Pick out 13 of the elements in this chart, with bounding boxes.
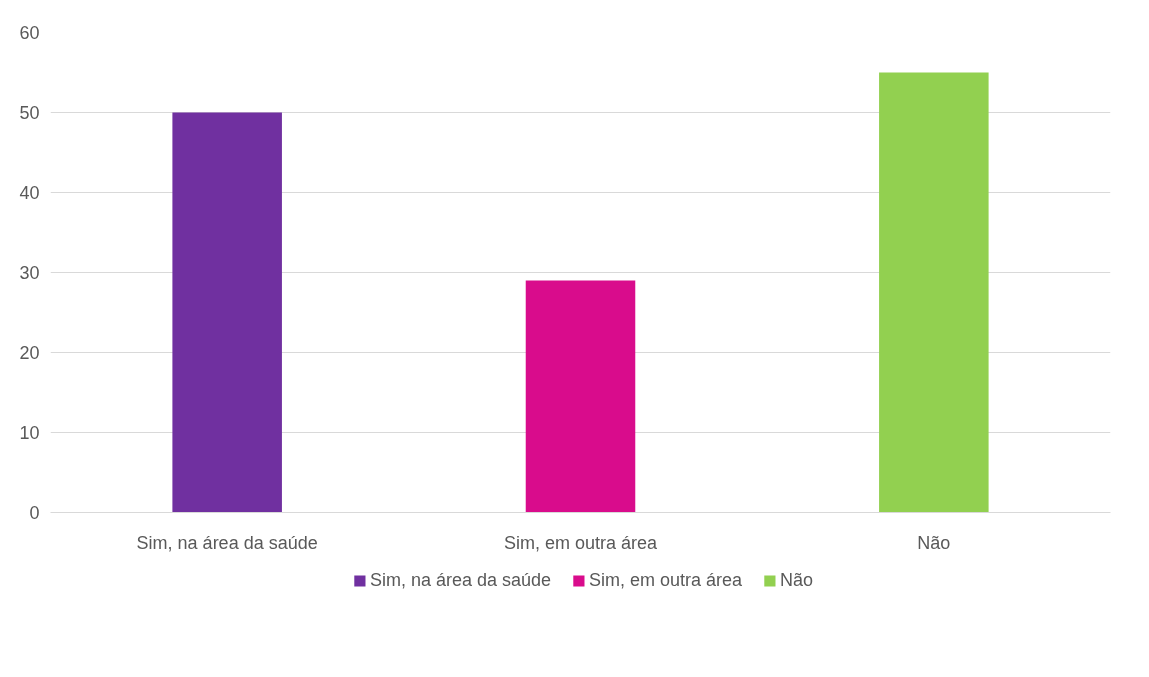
y-tick-label: 20 [19,343,40,363]
x-tick-label: Sim, na área da saúde [136,532,318,553]
legend-label: Não [780,569,814,591]
y-tick-label: 0 [29,503,40,523]
y-tick-label: 10 [19,423,40,443]
y-tick-label: 40 [19,183,40,203]
legend-label: Sim, em outra área [589,569,743,591]
y-tick-label: 60 [19,23,40,43]
y-tick-label: 50 [19,103,40,123]
legend-label: Sim, na área da saúde [369,569,552,591]
y-tick-label: 30 [19,263,40,283]
x-tick-label: Não [917,532,951,553]
x-tick-label: Sim, em outra área [503,532,659,553]
